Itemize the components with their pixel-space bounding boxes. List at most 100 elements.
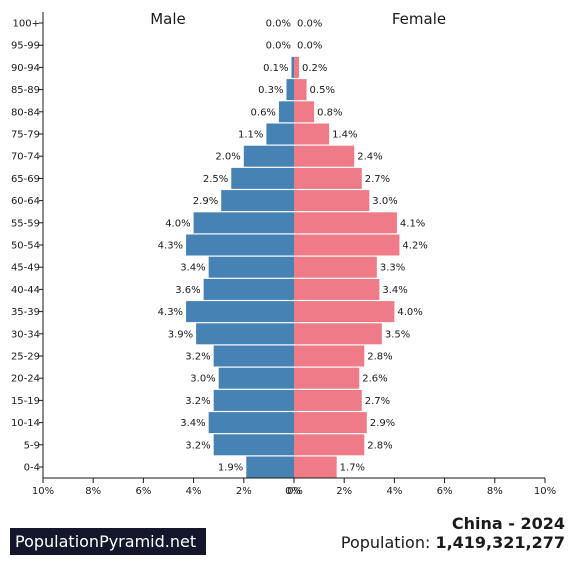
age-group-label: 30-34 [11, 329, 40, 340]
female-bar-40-44 [294, 278, 380, 300]
female-value-label: 2.7% [365, 174, 390, 185]
male-value-label: 2.5% [203, 174, 228, 185]
female-value-label: 4.1% [400, 218, 425, 229]
male-value-label: 1.9% [218, 463, 243, 474]
male-bar-55-59 [193, 212, 294, 234]
male-value-label: 3.9% [168, 329, 193, 340]
female-value-label: 1.4% [332, 130, 357, 141]
female-value-label: 2.4% [357, 152, 382, 163]
male-value-label: 3.2% [185, 396, 210, 407]
male-value-label: 3.4% [180, 263, 205, 274]
female-bar-65-69 [294, 167, 362, 189]
male-value-label: 4.3% [158, 241, 183, 252]
female-bar-55-59 [294, 212, 397, 234]
x-tick-label-female: 10% [534, 486, 556, 497]
female-bar-60-64 [294, 190, 370, 212]
male-bar-60-64 [221, 190, 294, 212]
female-value-label: 0.2% [302, 63, 327, 74]
x-tick-label-female: 8% [487, 486, 503, 497]
age-group-label: 70-74 [11, 152, 40, 163]
female-bar-70-74 [294, 145, 355, 167]
female-bar-15-19 [294, 389, 362, 411]
population-pyramid-chart: Male Female 0.0% 0.0% 100+ 0.0% 0.0% 95-99 0.1% 0… [11, 10, 556, 497]
age-group-label: 85-89 [11, 85, 40, 96]
age-group-label: 80-84 [11, 107, 40, 118]
male-bar-65-69 [231, 167, 294, 189]
age-group-label: 25-29 [11, 352, 40, 363]
male-bar-15-19 [213, 389, 294, 411]
female-value-label: 2.8% [367, 352, 392, 363]
female-value-label: 4.0% [397, 307, 422, 318]
x-tick-label-male: 8% [85, 486, 101, 497]
male-value-label: 4.3% [158, 307, 183, 318]
x-tick-label-male: 6% [135, 486, 151, 497]
male-bar-25-29 [213, 345, 294, 367]
country-year-title: China - 2024 [451, 514, 565, 533]
male-value-label: 4.0% [165, 218, 190, 229]
population-total: Population: 1,419,321,277 [341, 533, 565, 552]
male-bar-10-14 [208, 412, 294, 434]
male-value-label: 3.0% [190, 374, 215, 385]
male-value-label: 3.2% [185, 440, 210, 451]
age-group-label: 45-49 [11, 263, 40, 274]
female-value-label: 0.0% [297, 41, 322, 52]
male-bar-80-84 [278, 101, 294, 123]
male-value-label: 2.0% [215, 152, 240, 163]
age-group-label: 65-69 [11, 174, 40, 185]
female-value-label: 1.7% [340, 463, 365, 474]
female-bar-25-29 [294, 345, 365, 367]
male-value-label: 1.1% [238, 130, 263, 141]
male-bar-50-54 [186, 234, 294, 256]
x-tick-label-female: 0% [287, 486, 303, 497]
female-bar-0-4 [294, 456, 337, 478]
x-tick-label-female: 4% [386, 486, 402, 497]
female-value-label: 2.7% [365, 396, 390, 407]
male-value-label: 0.1% [263, 63, 288, 74]
female-bar-45-49 [294, 256, 377, 278]
x-tick-label-male: 2% [236, 486, 252, 497]
male-bar-85-89 [286, 79, 294, 101]
female-value-label: 0.0% [297, 19, 322, 30]
male-bar-90-94 [291, 56, 294, 78]
female-value-label: 0.5% [310, 85, 335, 96]
age-group-label: 10-14 [11, 418, 40, 429]
age-group-label: 95-99 [11, 41, 40, 52]
age-group-label: 20-24 [11, 374, 40, 385]
male-bar-5-9 [213, 434, 294, 456]
brand-logo[interactable]: PopulationPyramid.net [10, 528, 206, 555]
x-tick-label-female: 2% [336, 486, 352, 497]
female-bar-35-39 [294, 301, 395, 323]
female-value-label: 2.9% [370, 418, 395, 429]
male-bar-45-49 [208, 256, 294, 278]
female-value-label: 2.8% [367, 440, 392, 451]
male-bar-75-79 [266, 123, 294, 145]
female-bar-20-24 [294, 367, 360, 389]
female-value-label: 0.8% [317, 107, 342, 118]
population-label: Population: [340, 533, 431, 552]
male-bar-30-34 [196, 323, 294, 345]
male-value-label: 0.0% [266, 41, 291, 52]
male-bar-40-44 [203, 278, 294, 300]
x-tick-label-male: 10% [32, 486, 54, 497]
age-group-label: 75-79 [11, 130, 40, 141]
female-value-label: 2.6% [362, 374, 387, 385]
age-group-label: 90-94 [11, 63, 40, 74]
male-value-label: 0.6% [251, 107, 276, 118]
female-bar-10-14 [294, 412, 367, 434]
female-bar-5-9 [294, 434, 365, 456]
x-tick-label-female: 6% [437, 486, 453, 497]
age-group-label: 15-19 [11, 396, 40, 407]
age-group-label: 50-54 [11, 241, 40, 252]
female-bar-30-34 [294, 323, 382, 345]
male-bar-20-24 [218, 367, 294, 389]
age-group-label: 40-44 [11, 285, 40, 296]
x-tick-label-male: 4% [186, 486, 202, 497]
female-value-label: 4.2% [402, 241, 427, 252]
population-value: 1,419,321,277 [435, 533, 565, 552]
male-value-label: 3.2% [185, 352, 210, 363]
male-bar-35-39 [186, 301, 294, 323]
male-bar-70-74 [243, 145, 294, 167]
male-value-label: 3.6% [175, 285, 200, 296]
female-value-label: 3.3% [380, 263, 405, 274]
age-group-label: 35-39 [11, 307, 40, 318]
